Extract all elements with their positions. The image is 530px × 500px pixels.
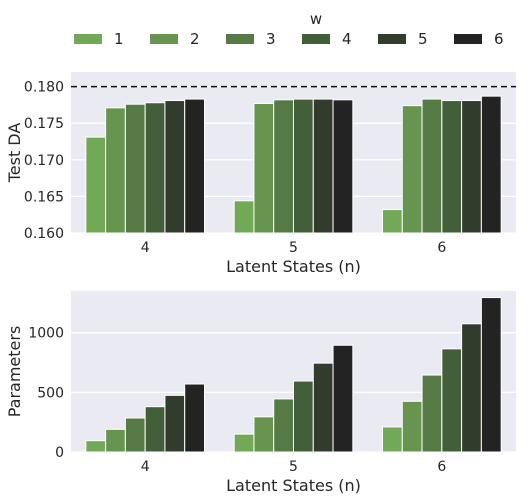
bar-n5-w5 [312,362,334,453]
x-tick-label: 4 [141,459,150,475]
y-tick-label: 0.160 [24,226,64,242]
bar-n6-w6 [480,95,502,234]
x-axis-label: Latent States (n) [226,476,361,495]
bar-n5-w4 [293,380,314,453]
bar-n5-w3 [273,99,295,234]
bar-n4-w2 [105,428,126,453]
bar-n6-w6 [480,297,502,453]
bar-n4-w4 [144,102,166,234]
legend-swatch-2 [150,34,178,44]
bar-n4-w6 [184,383,206,453]
bar-n6-w1 [382,426,403,453]
y-axis-label: Test DA [5,123,24,184]
bar-n4-w1 [85,440,107,453]
bar-n5-w1 [233,200,255,234]
bar-n4-w3 [124,417,146,453]
y-tick-label: 500 [37,385,64,401]
bar-n5-w1 [233,433,255,453]
bar-n6-w1 [382,209,403,234]
bar-n6-w4 [441,348,463,453]
legend-title: w [310,10,322,28]
legend-label-3: 3 [266,30,276,48]
y-tick-label: 0 [55,445,64,461]
bar-n5-w2 [253,416,275,453]
bar-n6-w3 [421,374,443,453]
y-axis-label: Parameters [5,326,24,418]
bar-n4-w1 [85,136,107,234]
y-tick-label: 0.165 [24,189,64,205]
bar-n4-w5 [164,100,186,234]
bar-n4-w2 [105,107,126,234]
legend-label-1: 1 [114,30,124,48]
bar-n6-w2 [401,400,423,453]
legend-swatch-3 [226,34,254,44]
x-tick-label: 6 [437,459,446,475]
bar-n4-w5 [164,394,186,453]
legend-swatch-1 [74,34,102,44]
test-da-chart: 0.160 0.165 0.170 0.175 0.180 4 5 6 Latent State… [5,72,516,276]
y-tick-label: 1000 [28,326,64,342]
legend: w 1 2 3 4 5 6 [74,10,504,48]
bar-n5-w4 [293,98,314,234]
legend-label-5: 5 [418,30,428,48]
bar-n5-w3 [273,398,295,453]
legend-label-4: 4 [342,30,352,48]
parameters-chart: 0 500 1000 4 5 6 Latent States (n) Parameters [5,291,516,495]
x-tick-label: 5 [289,459,298,475]
x-axis-label: Latent States (n) [226,257,361,276]
bar-n4-w6 [184,98,206,234]
y-tick-label: 0.170 [24,153,64,169]
bar-n4-w4 [144,406,166,453]
legend-label-2: 2 [190,30,200,48]
bar-n4-w3 [124,103,146,234]
y-tick-label: 0.175 [24,116,64,132]
legend-label-6: 6 [494,30,504,48]
bar-n6-w2 [401,105,423,234]
x-tick-label: 4 [141,240,150,256]
legend-swatch-6 [454,34,482,44]
y-tick-label: 0.180 [24,80,64,96]
x-tick-label: 5 [289,240,298,256]
bar-n6-w5 [461,100,482,234]
bar-n5-w5 [312,98,334,234]
bar-n5-w2 [253,102,275,234]
bar-n6-w3 [421,98,443,234]
legend-swatch-5 [378,34,406,44]
bar-n5-w6 [332,99,354,234]
x-tick-label: 6 [437,240,446,256]
bar-n6-w4 [441,100,463,234]
bar-n5-w6 [332,344,354,453]
legend-swatch-4 [302,34,330,44]
bar-n6-w5 [461,323,482,453]
